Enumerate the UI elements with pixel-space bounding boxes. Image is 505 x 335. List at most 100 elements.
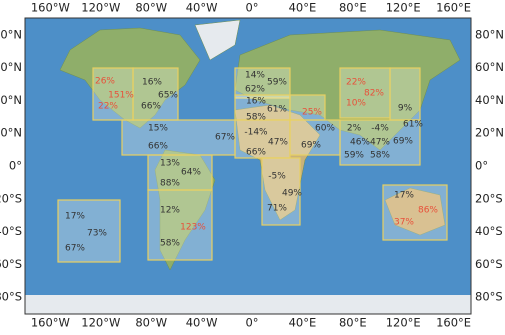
region-box [147,189,213,261]
lat-tick-label: 60°N [475,60,504,74]
lon-tick-label: 120°W [81,316,120,330]
region-value: 64% [181,168,201,178]
region-value: 58% [160,239,180,249]
region-value: 46% [350,138,370,148]
region-value: 67% [65,244,85,254]
region-value: 17% [65,212,85,222]
region-boxes: 26%151%22%16%65%66%15%67%66%13%64%88%12%… [57,67,448,263]
lat-tick-label: 80°S [475,290,503,304]
region-value: 69% [393,137,413,147]
region-value: 15% [148,124,168,134]
region-value: 60% [315,124,335,134]
lon-tick-label: 40°E [289,1,317,15]
lat-tick-label: 40°S [475,224,503,238]
lat-tick-label: 20°S [475,191,503,205]
region-value: 66% [141,102,161,112]
region-value: 58% [246,113,266,123]
lon-tick-label: 160°E [436,316,471,330]
lat-tick-label: 40°S [0,224,22,238]
lon-tick-label: 80°E [339,1,367,15]
lon-tick-label: 160°W [31,1,70,15]
region-value: 82% [364,89,384,99]
map-frame [24,17,472,315]
region-value: 66% [246,148,266,158]
region-value: 17% [394,191,414,201]
region-value: 62% [245,85,265,95]
region-box [147,154,213,191]
region-value: 59% [344,151,364,161]
region-value: 16% [246,97,266,107]
region-value: 65% [158,91,178,101]
lat-tick-label: 80°S [0,290,22,304]
region-value: 61% [267,105,287,115]
lat-tick-label: 80°N [475,27,504,41]
region-value: 22% [346,78,366,88]
land [25,19,471,314]
region-value: 123% [180,223,206,233]
region-value: 67% [215,133,235,143]
region-value: 9% [398,104,413,114]
region-value: 13% [160,159,180,169]
region-value: 14% [245,71,265,81]
region-box [261,157,301,226]
lon-tick-label: 80°E [339,316,367,330]
region-value: 59% [267,78,287,88]
lon-tick-label: 120°E [386,1,421,15]
region-value: 86% [418,206,438,216]
region-box [234,94,291,121]
lon-tick-label: 120°W [81,1,120,15]
lat-tick-label: 40°N [0,93,22,107]
region-box [121,119,236,156]
region-value: 61% [403,120,423,130]
region-box [339,119,421,166]
region-value: 26% [95,77,115,87]
lat-tick-label: 60°S [475,257,503,271]
lat-tick-label: 20°N [0,126,22,140]
region-value: 151% [108,91,134,101]
region-box [382,184,448,241]
region-value: -14% [244,128,268,138]
lon-tick-label: 40°E [289,316,317,330]
region-value: 73% [87,229,107,239]
region-value: 16% [142,78,162,88]
region-value: 88% [160,179,180,189]
lon-tick-label: 40°W [186,1,218,15]
lat-tick-label: 40°N [475,93,504,107]
lat-tick-label: 60°N [0,60,22,74]
lat-tick-label: 80°N [0,27,22,41]
lon-tick-label: 120°E [386,316,421,330]
region-value: 10% [346,99,366,109]
region-value: 2% [347,124,362,134]
region-value: 71% [267,204,287,214]
lon-tick-label: 0° [245,316,258,330]
lon-tick-label: 160°W [31,316,70,330]
lat-tick-label: 0° [9,159,22,173]
region-box [92,67,134,121]
region-value: -5% [268,172,286,182]
region-value: 47% [268,138,288,148]
region-box [132,67,179,121]
region-value: 66% [148,142,168,152]
region-value: 47% [370,138,390,148]
region-box [289,119,341,156]
lat-tick-label: 0° [475,159,488,173]
region-value: -4% [371,124,389,134]
lon-tick-label: 0° [245,1,258,15]
lon-tick-label: 80°W [135,1,167,15]
region-value: 69% [301,141,321,151]
region-box [339,67,391,119]
lat-tick-label: 60°S [0,257,22,271]
lat-tick-label: 20°S [0,191,22,205]
region-value: 58% [370,151,390,161]
lon-tick-label: 160°E [436,1,471,15]
region-box [57,199,121,263]
region-value: 22% [98,102,118,112]
region-value: 49% [282,189,302,199]
lon-tick-label: 40°W [186,316,218,330]
region-value: 37% [394,218,414,228]
lon-tick-label: 80°W [135,316,167,330]
region-value: 25% [302,108,322,118]
region-box [234,67,291,99]
